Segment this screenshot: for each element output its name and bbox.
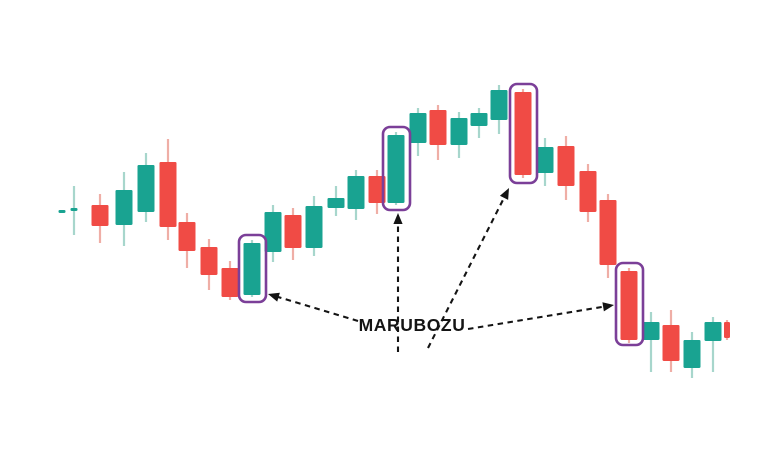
candle-body-bearish (159, 162, 177, 227)
candlestick-5 (159, 139, 177, 240)
candle-body-bearish (579, 171, 597, 212)
annotation-labels-layer: MARUBOZU (359, 315, 466, 335)
candle-body-bullish (115, 190, 133, 225)
marubozu-box-2 (381, 125, 412, 212)
candlestick-23 (536, 138, 554, 186)
candlestick-13 (327, 186, 345, 216)
candle-body-bearish (221, 268, 239, 297)
candle-body-bearish (599, 200, 617, 265)
candle-body-bullish (470, 113, 488, 126)
candle-body-neutral (70, 208, 78, 211)
candle-body-bullish (347, 176, 365, 209)
arrow-to-box-2 (393, 213, 403, 352)
candle-body-bearish (429, 110, 447, 145)
candlestick-28 (642, 312, 660, 372)
marubozu-box-1 (237, 233, 268, 304)
candle-body-bearish (724, 322, 730, 338)
arrow-head (602, 302, 614, 312)
candlestick-25 (579, 164, 597, 222)
candle-body-bearish (368, 176, 386, 203)
candlestick-32 (724, 320, 730, 340)
candle-body-bearish (284, 215, 302, 248)
candlestick-16-marubozu (387, 132, 405, 205)
candlestick-1 (70, 186, 78, 235)
arrow-shaft (427, 195, 507, 349)
candlestick-15 (368, 170, 386, 214)
candle-body-bearish (178, 222, 196, 251)
candle-body-bearish (620, 271, 638, 340)
candlestick-7 (200, 239, 218, 290)
marubozu-label: MARUBOZU (359, 315, 466, 335)
candlestick-30 (683, 332, 701, 378)
candle-body-bullish (243, 243, 261, 295)
candle-body-bullish (137, 165, 155, 212)
candlestick-8 (221, 261, 239, 300)
candlestick-3 (115, 172, 133, 246)
candlestick-29 (662, 310, 680, 372)
candle-body-bullish (409, 113, 427, 143)
candlestick-24 (557, 136, 575, 200)
candlestick-11 (284, 208, 302, 260)
candle-body-bearish (91, 205, 109, 226)
marubozu-box-3 (508, 82, 539, 185)
candlestick-31 (704, 317, 722, 372)
annotation-arrows-layer (268, 188, 614, 352)
candle-body-bullish (642, 322, 660, 340)
arrow-head (268, 292, 280, 302)
candle-body-bullish (264, 212, 282, 252)
candle-body-bullish (387, 135, 405, 203)
candle-body-bullish (490, 90, 508, 120)
candlestick-18 (429, 105, 447, 160)
candlestick-14 (347, 170, 365, 220)
candle-body-bullish (305, 206, 323, 248)
arrow-shaft (467, 305, 606, 331)
candlestick-20 (470, 108, 488, 138)
arrow-shaft (275, 295, 359, 323)
candlestick-21 (490, 85, 508, 134)
candle-body-bullish (327, 198, 345, 208)
arrow-head (393, 213, 403, 224)
candles-layer (58, 85, 730, 378)
candle-body-bearish (514, 92, 532, 175)
candle-body-bullish (450, 118, 468, 145)
candlestick-19 (450, 112, 468, 158)
marubozu-box-4 (614, 261, 645, 347)
arrow-to-box-4 (467, 302, 614, 331)
candlestick-0 (58, 210, 66, 213)
arrow-to-box-3 (427, 188, 509, 349)
candle-body-neutral (58, 210, 66, 213)
candle-body-bearish (200, 247, 218, 275)
candle-wick (711, 317, 715, 372)
candlestick-26 (599, 194, 617, 278)
candle-wick (649, 312, 653, 372)
candlestick-22-marubozu (514, 89, 532, 178)
candlestick-9-marubozu (243, 240, 261, 297)
candlestick-6 (178, 213, 196, 268)
candlestick-10 (264, 205, 282, 262)
marubozu-highlights-layer (237, 82, 645, 347)
arrow-head (499, 188, 509, 200)
candle-body-bullish (536, 147, 554, 173)
candle-body-bullish (683, 340, 701, 368)
candlestick-4 (137, 153, 155, 222)
candle-body-bullish (704, 322, 722, 341)
candlestick-2 (91, 194, 109, 243)
candlestick-17 (409, 108, 427, 156)
arrow-to-box-1 (268, 292, 359, 323)
candlestick-27-marubozu (620, 268, 638, 343)
candlestick-12 (305, 196, 323, 256)
candle-body-bearish (557, 146, 575, 186)
candle-body-bearish (662, 325, 680, 361)
